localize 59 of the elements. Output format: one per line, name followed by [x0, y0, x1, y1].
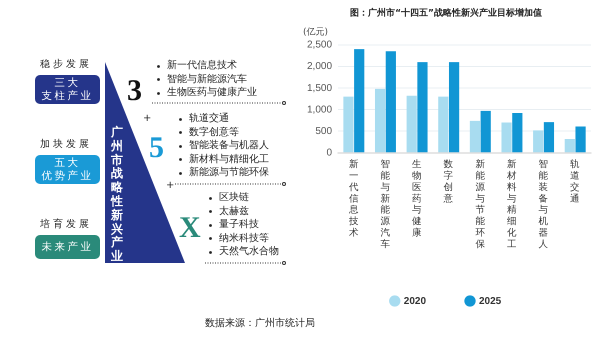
text: 纳米科技等	[218, 232, 269, 245]
bar	[512, 113, 522, 152]
legend-label: 2020	[404, 296, 426, 307]
y-tick-label: 1,500	[306, 82, 332, 94]
y-tick-label: 2,500	[306, 40, 332, 51]
text: 轨道交通	[188, 113, 229, 125]
bar	[533, 130, 544, 152]
text: 太赫兹	[218, 206, 249, 218]
y-tick-label: 0	[326, 148, 332, 159]
chart-title: 图：广州市“十四五”战略性新兴产业目标增加值	[350, 8, 542, 19]
x-tick-label: 新一代信息技术	[348, 158, 359, 239]
text: 三大支柱产业	[35, 75, 100, 104]
x-tick-label: 轨道交通	[570, 158, 580, 204]
text: 量子科技	[218, 219, 259, 232]
bar	[386, 51, 396, 152]
text: +	[143, 113, 152, 125]
bar	[470, 120, 480, 152]
bar	[343, 96, 354, 152]
x-tick-label: 智能装备与机器人	[538, 158, 549, 250]
y-tick-label: 500	[315, 126, 332, 137]
text: 3	[127, 74, 142, 107]
bar	[374, 88, 386, 152]
legend-label: 2025	[479, 296, 502, 307]
bar	[448, 62, 460, 152]
text: +	[166, 180, 174, 192]
text: X	[179, 211, 201, 244]
text: 智能装备与机器人	[188, 140, 269, 152]
text: 培育发展	[40, 219, 92, 231]
x-tick-label: 新材料与精细化工	[506, 158, 517, 250]
text: 生物医药与健康产业	[166, 87, 257, 100]
bar	[406, 96, 417, 152]
bar	[501, 122, 512, 152]
x-tick-label: 新能源与节能环保	[475, 158, 486, 250]
text: 新一代信息技术	[166, 60, 237, 72]
source-note: 数据来源：广州市统计局	[204, 316, 316, 330]
text: 五大优势产业	[35, 155, 100, 184]
x-tick-label: 生物医药与健康	[412, 158, 422, 239]
text: 天然气水合物	[218, 246, 279, 258]
y-tick-label: 1,000	[306, 104, 332, 116]
text: 智能与新能源汽车	[166, 74, 247, 86]
text: 加块发展	[40, 139, 92, 151]
bar	[544, 122, 554, 152]
text: 5	[149, 131, 164, 164]
text: 新能源与节能环保	[188, 167, 269, 180]
y-axis-title: (亿元)	[303, 26, 328, 38]
bar	[438, 96, 448, 152]
bar	[417, 62, 428, 152]
bar	[564, 138, 575, 152]
y-tick-label: 2,000	[306, 61, 332, 72]
x-tick-label: 智能与新能源汽车	[380, 158, 390, 250]
bar	[480, 110, 491, 152]
x-tick-label: 数字创意	[442, 159, 454, 204]
bar	[575, 126, 586, 152]
text: 稳步发展	[40, 59, 92, 71]
bar	[354, 49, 364, 152]
text: 区块链	[218, 192, 249, 204]
text: 数字创意等	[188, 126, 239, 139]
text: 广州市战略性新兴产业	[111, 125, 123, 264]
text: 未来产业	[35, 235, 100, 259]
